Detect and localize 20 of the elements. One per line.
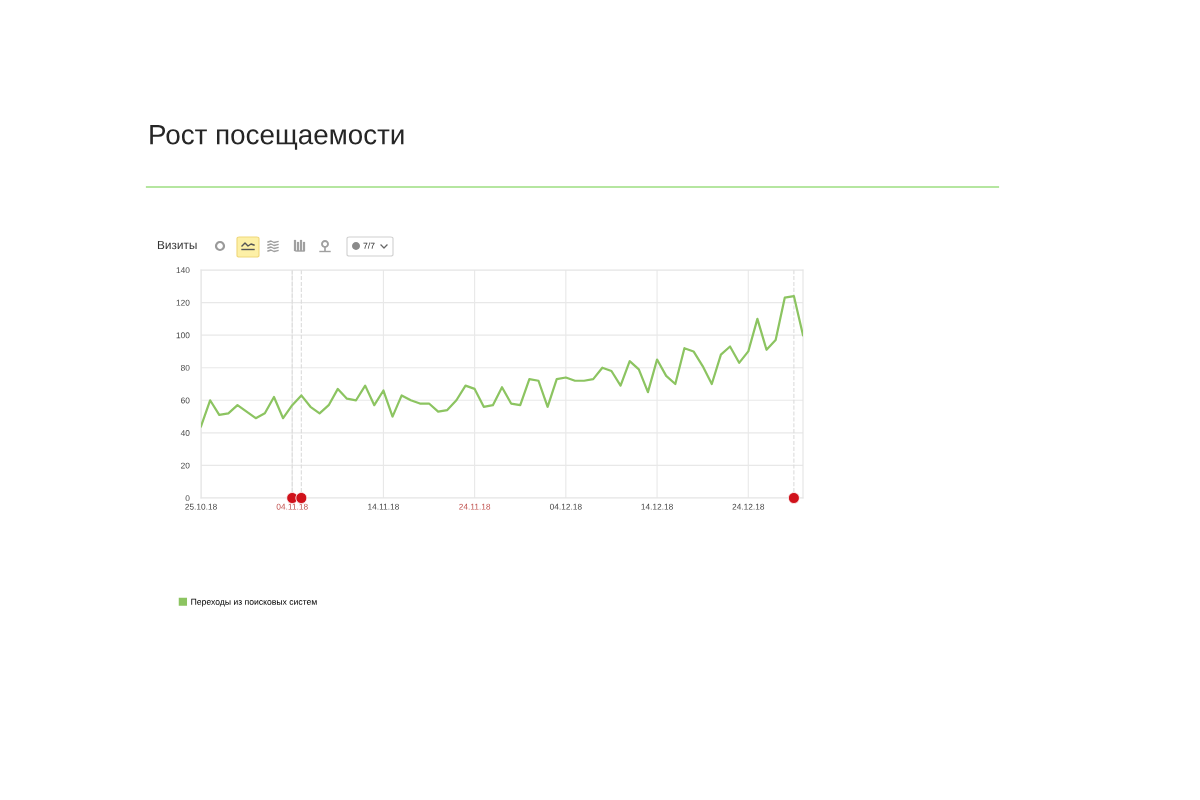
y-tick-label: 80 [180,364,190,371]
chart-subtitle: Визиты [157,240,197,250]
x-tick-label: 04.12.18 [549,503,582,510]
y-tick-label: 120 [176,299,190,306]
x-tick-label: 24.12.18 [732,503,765,510]
text: 7/7 [363,242,375,249]
y-tick-label: 140 [176,267,190,274]
chart-title: Рост посещаемости [150,125,404,150]
y-tick-label: 20 [181,462,190,469]
legend-label: Переходы из поисковых систем [191,598,317,607]
y-tick-label: 60 [181,397,190,404]
x-tick-label: 14.11.18 [368,503,399,510]
x-tick-label: 14.12.18 [641,503,673,510]
x-tick-label: 24.11.18 [459,503,491,510]
y-tick-label: 0 [185,495,190,502]
x-tick-label: 25.10.18 [185,503,217,510]
line-series [201,294,803,428]
y-tick-label: 100 [176,332,190,339]
y-tick-label: 40 [180,430,190,436]
x-tick-label: 04.11.18 [276,503,308,510]
